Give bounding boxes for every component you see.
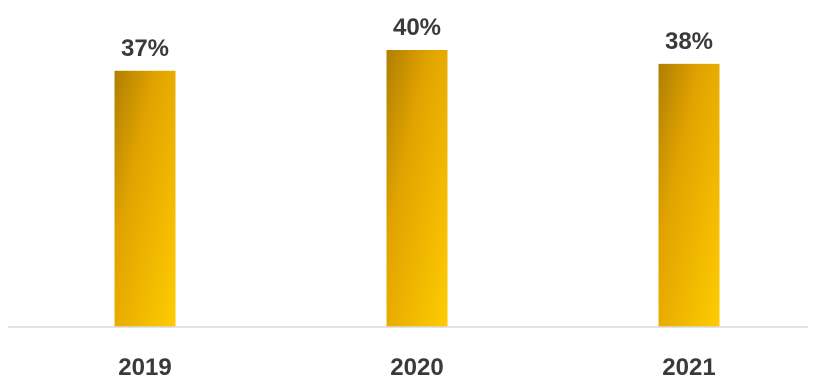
bars-group <box>114 50 720 328</box>
x-tick-label-2020: 2020 <box>390 354 443 381</box>
data-label-2019: 37% <box>121 35 169 62</box>
bar-2020 <box>386 50 448 327</box>
labels-group: 37% 2019 40% 2020 38% 2021 <box>118 14 715 381</box>
data-label-2021: 38% <box>665 28 713 55</box>
data-label-2020: 40% <box>393 14 441 41</box>
x-tick-label-2021: 2021 <box>662 354 715 381</box>
x-tick-label-2019: 2019 <box>118 354 171 381</box>
bar-2021 <box>658 63 720 327</box>
bar-2019 <box>114 70 176 328</box>
